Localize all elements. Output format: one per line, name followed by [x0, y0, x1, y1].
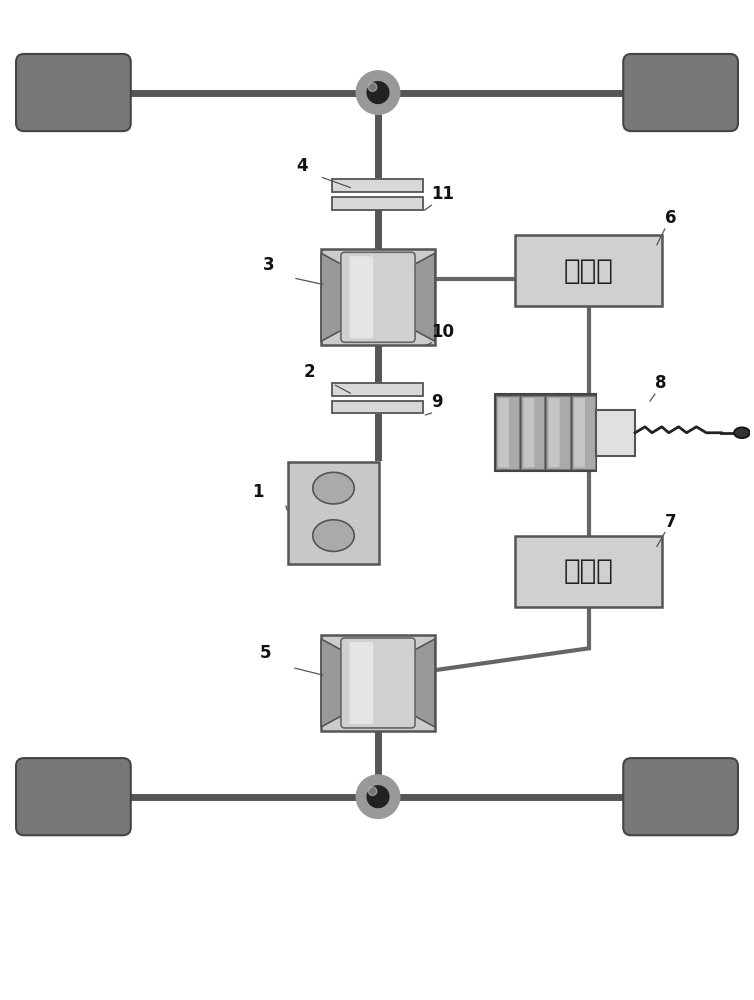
- Ellipse shape: [734, 427, 749, 438]
- Text: 5: 5: [259, 644, 271, 662]
- Polygon shape: [321, 639, 343, 727]
- FancyBboxPatch shape: [574, 398, 585, 467]
- Ellipse shape: [313, 472, 354, 504]
- Polygon shape: [321, 253, 343, 341]
- Text: 逆变器: 逆变器: [564, 257, 614, 285]
- Text: 9: 9: [431, 393, 443, 411]
- Text: 7: 7: [665, 513, 676, 531]
- FancyBboxPatch shape: [321, 635, 435, 731]
- FancyBboxPatch shape: [333, 179, 424, 192]
- FancyBboxPatch shape: [333, 383, 424, 396]
- FancyBboxPatch shape: [572, 396, 595, 469]
- FancyBboxPatch shape: [333, 401, 424, 413]
- Text: 逆变器: 逆变器: [564, 557, 614, 585]
- FancyBboxPatch shape: [546, 396, 569, 469]
- Text: 1: 1: [253, 483, 264, 501]
- FancyBboxPatch shape: [516, 536, 662, 607]
- FancyBboxPatch shape: [350, 642, 373, 724]
- Circle shape: [368, 83, 377, 91]
- FancyBboxPatch shape: [333, 197, 424, 210]
- FancyBboxPatch shape: [16, 758, 130, 835]
- Text: 2: 2: [304, 363, 315, 381]
- Circle shape: [356, 775, 400, 818]
- Text: 6: 6: [665, 209, 676, 227]
- FancyBboxPatch shape: [321, 249, 435, 345]
- FancyBboxPatch shape: [498, 398, 509, 467]
- Text: 8: 8: [655, 374, 667, 392]
- FancyBboxPatch shape: [495, 396, 519, 469]
- FancyBboxPatch shape: [624, 54, 738, 131]
- Text: 10: 10: [431, 323, 455, 341]
- Ellipse shape: [313, 520, 354, 551]
- FancyBboxPatch shape: [287, 462, 379, 564]
- FancyBboxPatch shape: [16, 54, 130, 131]
- Text: 11: 11: [431, 185, 455, 203]
- FancyBboxPatch shape: [516, 235, 662, 306]
- FancyBboxPatch shape: [350, 256, 373, 338]
- FancyBboxPatch shape: [521, 396, 544, 469]
- FancyBboxPatch shape: [549, 398, 559, 467]
- FancyBboxPatch shape: [495, 394, 596, 471]
- Polygon shape: [413, 253, 435, 341]
- FancyBboxPatch shape: [341, 638, 415, 728]
- Text: 3: 3: [263, 256, 275, 274]
- Circle shape: [368, 787, 377, 796]
- Circle shape: [367, 82, 389, 103]
- FancyBboxPatch shape: [523, 398, 535, 467]
- Circle shape: [356, 71, 400, 114]
- FancyBboxPatch shape: [624, 758, 738, 835]
- FancyBboxPatch shape: [341, 252, 415, 342]
- Polygon shape: [413, 639, 435, 727]
- Text: 4: 4: [296, 157, 308, 175]
- FancyBboxPatch shape: [596, 410, 635, 456]
- Circle shape: [367, 786, 389, 808]
